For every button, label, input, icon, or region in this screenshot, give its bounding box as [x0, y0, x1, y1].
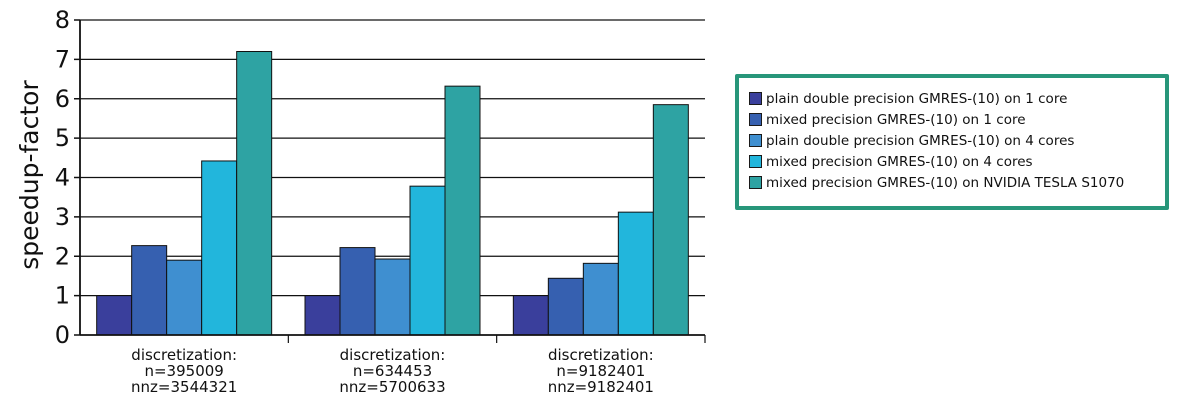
gridlines [80, 19, 705, 297]
y-tick-label: 2 [55, 242, 70, 270]
legend-item: mixed precision GMRES-(10) on 4 cores [749, 151, 1165, 172]
bar-series-5-cat-3 [652, 104, 689, 336]
bar-series-2-cat-2 [339, 247, 376, 336]
bar-series-4-cat-1 [201, 160, 238, 336]
bar-series-5-cat-2 [444, 85, 481, 336]
bar-series-3-cat-1 [166, 259, 203, 336]
y-tick-label: 7 [55, 45, 70, 73]
x-category-label: nnz=5700633 [339, 378, 445, 396]
bar-series-3-cat-3 [582, 262, 619, 336]
bar-series-2-cat-1 [131, 245, 168, 336]
x-category-label: nnz=3544321 [131, 378, 237, 396]
x-category-label: discretization: [131, 346, 237, 364]
bar-series-5-cat-1 [236, 51, 273, 336]
y-tick-label: 8 [55, 6, 70, 34]
legend-label: mixed precision GMRES-(10) on 4 cores [766, 153, 1033, 170]
y-tick-label: 3 [55, 203, 70, 231]
legend-swatch [749, 92, 762, 105]
legend-label: plain double precision GMRES-(10) on 4 c… [766, 132, 1075, 149]
legend-label: plain double precision GMRES-(10) on 1 c… [766, 90, 1068, 107]
bar-series-1-cat-1 [96, 295, 133, 336]
bar-series-4-cat-2 [409, 185, 446, 336]
x-category-label: nnz=9182401 [548, 378, 654, 396]
y-tick-label: 6 [55, 85, 70, 113]
x-category-label: n=634453 [353, 362, 432, 380]
legend-swatch [749, 113, 762, 126]
legend-item: plain double precision GMRES-(10) on 4 c… [749, 130, 1165, 151]
y-tick-label: 5 [55, 124, 70, 152]
y-tick-label: 4 [55, 164, 70, 192]
legend-label: mixed precision GMRES-(10) on 1 core [766, 111, 1026, 128]
legend-items: plain double precision GMRES-(10) on 1 c… [749, 88, 1165, 193]
legend-swatch [749, 134, 762, 147]
x-category-label: discretization: [340, 346, 446, 364]
legend-item: mixed precision GMRES-(10) on NVIDIA TES… [749, 172, 1165, 193]
legend: plain double precision GMRES-(10) on 1 c… [735, 74, 1169, 210]
bar-series-2-cat-3 [547, 277, 584, 336]
x-category-label: n=395009 [144, 362, 223, 380]
bar-series-3-cat-2 [374, 258, 411, 336]
bar-series-1-cat-3 [512, 295, 549, 336]
y-tick-label: 1 [55, 282, 70, 310]
y-tick-label: 0 [55, 321, 70, 349]
legend-item: mixed precision GMRES-(10) on 1 core [749, 109, 1165, 130]
bars [96, 51, 689, 336]
legend-swatch [749, 176, 762, 189]
x-category-labels: discretization:n=395009nnz=3544321discre… [131, 346, 654, 396]
y-tick-labels: 0 1 2 3 4 5 6 7 8 [55, 6, 70, 349]
legend-label: mixed precision GMRES-(10) on NVIDIA TES… [766, 174, 1125, 191]
bar-series-1-cat-2 [304, 295, 341, 336]
y-axis-label: speedup-factor [15, 80, 44, 270]
bar-series-4-cat-3 [617, 211, 654, 336]
legend-item: plain double precision GMRES-(10) on 1 c… [749, 88, 1165, 109]
legend-swatch [749, 155, 762, 168]
x-category-label: n=9182401 [556, 362, 645, 380]
x-category-label: discretization: [548, 346, 654, 364]
axes [74, 19, 706, 343]
